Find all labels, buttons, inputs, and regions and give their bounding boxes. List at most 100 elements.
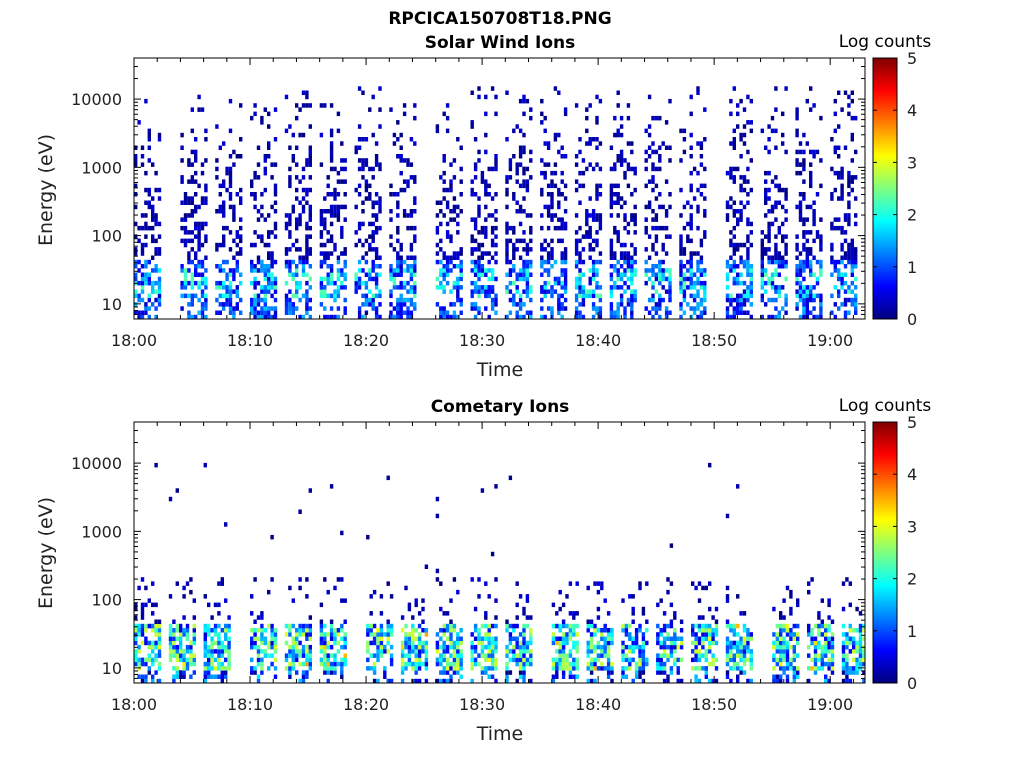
heatmap-cell [619,297,624,303]
heatmap-cell [192,632,196,637]
heatmap-cell [445,264,450,269]
heatmap-cell [326,644,330,650]
heatmap-cell [862,628,865,633]
heatmap-cell [340,636,344,641]
heatmap-cell [329,306,334,311]
heatmap-cell [134,661,138,667]
heatmap-cell [697,636,702,641]
heatmap-cell [151,209,155,214]
heatmap-cell [210,628,214,633]
heatmap-cell [232,306,236,311]
heatmap-cell [253,306,257,311]
heatmap-cell [333,209,337,214]
heatmap-cell [777,187,781,193]
heatmap-cell [770,297,775,303]
heatmap-cell [558,628,562,633]
heatmap-cell [662,644,667,650]
heatmap-cell [364,179,369,184]
heatmap-cell [589,657,594,663]
heatmap-cell [784,234,788,239]
heatmap-cell [267,145,271,150]
heatmap-cell [452,209,457,214]
heatmap-cell [621,653,625,658]
heatmap-cell [651,247,655,252]
heatmap-cell [473,238,478,244]
heatmap-cell [662,611,667,616]
heatmap-cell [232,238,236,244]
heatmap-cell [134,183,138,189]
heatmap-cell [854,115,858,121]
heatmap-cell [645,628,649,633]
heatmap-cell [792,632,796,637]
heatmap-cell [477,285,481,290]
heatmap-cell [392,314,397,319]
heatmap-cell [175,488,179,493]
heatmap-cell [858,611,863,616]
heatmap-cell [802,234,806,239]
heatmap-cell [326,589,330,595]
heatmap-cell [308,162,312,167]
heatmap-cell [589,632,594,637]
heatmap-cell [739,137,743,142]
heatmap-cell [378,200,382,205]
heatmap-cell [689,221,693,227]
heatmap-cell [664,120,669,125]
heatmap-cell [227,653,231,658]
heatmap-cell [333,666,337,671]
heatmap-cell [572,644,576,650]
heatmap-cell [399,297,403,303]
heatmap-cell [508,636,513,641]
heatmap-cell [473,175,478,180]
heatmap-cell [154,632,158,637]
heatmap-cell [396,268,400,273]
heatmap-cell [777,259,781,265]
heatmap-cell [704,632,708,637]
y-tick-label: 10 [102,295,122,314]
heatmap-cell [631,606,635,612]
heatmap-cell [288,310,292,315]
heatmap-cell [565,594,569,599]
heatmap-cell [456,293,460,299]
heatmap-cell [641,611,646,616]
heatmap-cell [487,213,491,218]
heatmap-cell [809,162,813,167]
heatmap-cell [179,636,183,641]
heatmap-cell [664,268,669,273]
heatmap-cell [701,632,705,637]
heatmap-cell [376,657,380,663]
heatmap-cell [572,640,576,646]
heatmap-cell [847,94,851,100]
heatmap-cell [847,221,851,227]
heatmap-cell [200,259,205,265]
heatmap-cell [529,310,533,315]
heatmap-cell [817,640,821,646]
heatmap-cell [414,598,418,603]
heatmap-cell [767,196,771,201]
heatmap-cell [197,285,201,290]
heatmap-cell [291,276,295,282]
heatmap-cell [439,221,443,227]
heatmap-cell [515,644,519,650]
heatmap-cell [190,196,194,201]
heatmap-cell [682,225,687,231]
heatmap-cell [529,653,533,658]
heatmap-cell [210,636,214,641]
heatmap-cell [406,158,410,163]
heatmap-cell [445,623,450,629]
heatmap-cell [147,132,151,138]
heatmap-cell [203,623,207,629]
heatmap-cell [389,661,394,667]
heatmap-cell [402,158,407,163]
heatmap-cell [399,247,403,252]
heatmap-cell [654,115,659,121]
heatmap-cell [827,666,831,671]
heatmap-cell [308,217,312,222]
heatmap-cell [369,628,373,633]
heatmap-cell [711,661,715,667]
heatmap-cell [452,255,457,260]
heatmap-cell [494,577,498,582]
heatmap-cell [689,111,693,117]
heatmap-cell [409,137,414,142]
heatmap-cell [572,628,576,633]
heatmap-cell [550,255,554,260]
